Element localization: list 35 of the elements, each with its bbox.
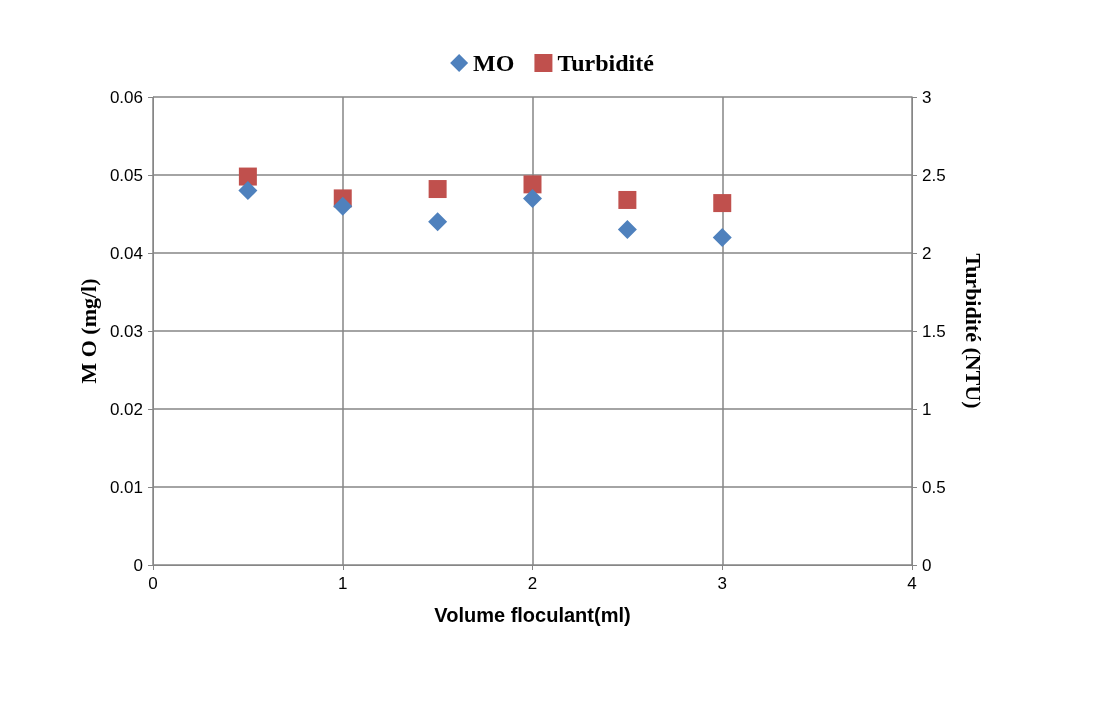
point — [617, 220, 637, 240]
point — [238, 181, 258, 201]
y-tick-label: 0.01 — [109, 477, 143, 497]
point — [238, 167, 257, 186]
point — [713, 194, 732, 213]
y-tick-label: 0.04 — [109, 243, 143, 263]
y2-tick-label: 0 — [922, 555, 932, 575]
y2-tick-label: 0.5 — [922, 477, 946, 497]
y2-tick-label: 2 — [922, 243, 932, 263]
y-tick-label: 0.03 — [109, 321, 143, 341]
legend-label: Turbidité — [557, 50, 655, 76]
y2-tick-label: 1.5 — [922, 321, 946, 341]
y2-tick-label: 1 — [922, 399, 932, 419]
y2-tick-label: 3 — [922, 87, 932, 107]
legend-label: MO — [473, 50, 515, 76]
x-tick-label: 4 — [907, 574, 917, 593]
point — [333, 196, 353, 216]
y-tick-label: 0 — [133, 555, 143, 575]
point — [523, 175, 542, 194]
point — [618, 190, 637, 209]
x-tick-label: 2 — [527, 574, 538, 593]
y-tick-label: 0.06 — [109, 87, 143, 107]
point — [428, 180, 447, 199]
y-tick-label: 0.05 — [109, 165, 143, 185]
point — [428, 212, 448, 232]
x-tick-label: 1 — [338, 574, 348, 593]
y2-tick-label: 2.5 — [922, 165, 946, 185]
x-axis-title: Volume floculant(ml) — [434, 604, 631, 626]
x-tick-label: 0 — [148, 574, 158, 593]
x-tick-label: 3 — [717, 574, 727, 593]
point — [712, 227, 732, 247]
y-axis-title: M O (mg/l) — [75, 278, 101, 384]
y-tick-label: 0.02 — [109, 399, 143, 419]
point — [523, 188, 542, 208]
y2-axis-title: Turbidité (NTU) — [960, 253, 986, 409]
